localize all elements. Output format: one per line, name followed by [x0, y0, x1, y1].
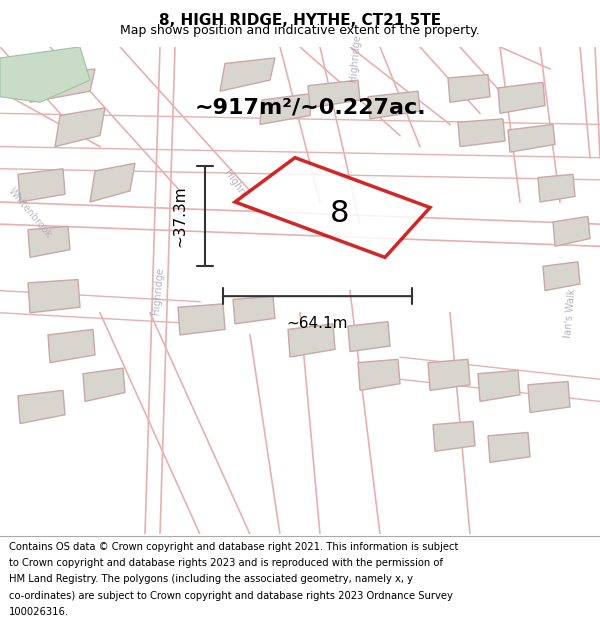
Polygon shape: [288, 324, 335, 357]
Text: co-ordinates) are subject to Crown copyright and database rights 2023 Ordnance S: co-ordinates) are subject to Crown copyr…: [9, 591, 453, 601]
Polygon shape: [458, 119, 505, 147]
Polygon shape: [538, 174, 575, 202]
Polygon shape: [18, 169, 65, 202]
Polygon shape: [543, 262, 580, 291]
Text: Map shows position and indicative extent of the property.: Map shows position and indicative extent…: [120, 24, 480, 36]
Polygon shape: [178, 304, 225, 335]
Text: HM Land Registry. The polygons (including the associated geometry, namely x, y: HM Land Registry. The polygons (includin…: [9, 574, 413, 584]
Text: ~64.1m: ~64.1m: [287, 316, 348, 331]
Text: 8: 8: [330, 199, 350, 228]
Polygon shape: [528, 381, 570, 412]
Polygon shape: [233, 296, 275, 324]
Polygon shape: [235, 158, 430, 258]
Text: Highridge: Highridge: [151, 266, 165, 315]
Polygon shape: [260, 93, 312, 124]
Polygon shape: [478, 371, 520, 401]
Polygon shape: [348, 322, 390, 351]
Polygon shape: [488, 432, 530, 462]
Polygon shape: [83, 368, 125, 401]
Polygon shape: [90, 163, 135, 202]
Polygon shape: [308, 80, 360, 107]
Text: Highridge: Highridge: [348, 34, 362, 82]
Text: Contains OS data © Crown copyright and database right 2021. This information is : Contains OS data © Crown copyright and d…: [9, 542, 458, 552]
Polygon shape: [433, 421, 475, 451]
Polygon shape: [18, 391, 65, 424]
Polygon shape: [368, 91, 420, 119]
Text: ~917m²/~0.227ac.: ~917m²/~0.227ac.: [194, 98, 426, 118]
Polygon shape: [55, 107, 105, 147]
Polygon shape: [358, 359, 400, 391]
Text: 8, HIGH RIDGE, HYTHE, CT21 5TE: 8, HIGH RIDGE, HYTHE, CT21 5TE: [159, 13, 441, 28]
Text: to Crown copyright and database rights 2023 and is reproduced with the permissio: to Crown copyright and database rights 2…: [9, 558, 443, 568]
Polygon shape: [508, 124, 555, 152]
Polygon shape: [0, 47, 90, 102]
Polygon shape: [553, 216, 590, 246]
Text: Ian's Walk: Ian's Walk: [563, 288, 577, 338]
Polygon shape: [448, 74, 490, 102]
Text: ~37.3m: ~37.3m: [172, 185, 187, 247]
Polygon shape: [498, 82, 545, 113]
Text: 100026316.: 100026316.: [9, 607, 69, 617]
Polygon shape: [28, 279, 80, 312]
Text: Whitenbrook: Whitenbrook: [6, 186, 54, 240]
Polygon shape: [30, 69, 95, 102]
Polygon shape: [220, 58, 275, 91]
Text: Highridge: Highridge: [222, 169, 258, 213]
Polygon shape: [428, 359, 470, 391]
Polygon shape: [48, 329, 95, 362]
Polygon shape: [28, 226, 70, 258]
